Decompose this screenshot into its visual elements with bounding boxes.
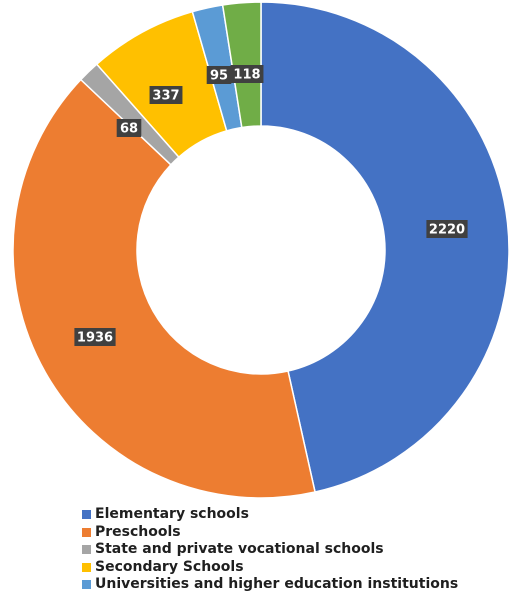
data-label-text: 1936 [77, 331, 113, 346]
data-label-text: 337 [152, 89, 179, 104]
legend-label: Elementary schools [95, 506, 249, 522]
legend-item-universities: Universities and higher education instit… [82, 576, 507, 594]
legend-item-vocational-schools: State and private vocational schools [82, 541, 507, 559]
donut-slice-preschools [12, 78, 316, 499]
donut-slices [12, 1, 510, 499]
legend-swatch [82, 580, 91, 590]
data-label-box [116, 119, 142, 137]
legend-label: Secondary Schools [95, 558, 244, 575]
legend-item-elementary-schools: Elementary schools [82, 506, 507, 524]
legend-swatch [82, 545, 91, 555]
data-label-2: 68 [116, 119, 142, 137]
data-label-box [230, 65, 264, 83]
donut-slice-slice [221, 1, 262, 129]
legend-item-preschools: Preschools [82, 524, 507, 542]
data-label-box [206, 66, 232, 84]
data-label-box [149, 86, 183, 104]
legend-swatch [82, 562, 91, 572]
data-label-4: 95 [206, 66, 232, 84]
legend-item-secondary-schools: Secondary Schools [82, 559, 507, 577]
donut-slice-elementary-schools [260, 1, 510, 493]
legend-label: Preschools [95, 523, 181, 540]
data-label-box [426, 220, 468, 238]
data-label-box [74, 328, 116, 346]
donut-chart: 2220 1936 68 337 95 118 [12, 1, 510, 499]
data-label-0: 2220 [426, 220, 468, 238]
data-label-text: 118 [233, 68, 260, 83]
data-label-text: 2220 [429, 223, 465, 238]
legend-swatch [82, 527, 91, 537]
legend-swatch [82, 510, 91, 520]
legend-label: State and private vocational schools [95, 541, 384, 557]
legend-label: Universities and higher education instit… [95, 576, 459, 592]
data-label-3: 337 [149, 86, 183, 104]
chart-legend: Elementary schools Preschools State and … [82, 506, 507, 594]
data-label-5: 118 [230, 65, 264, 83]
data-label-text: 68 [120, 122, 138, 137]
data-labels: 2220 1936 68 337 95 118 [74, 65, 468, 346]
data-label-text: 95 [210, 69, 228, 84]
data-label-1: 1936 [74, 328, 116, 346]
